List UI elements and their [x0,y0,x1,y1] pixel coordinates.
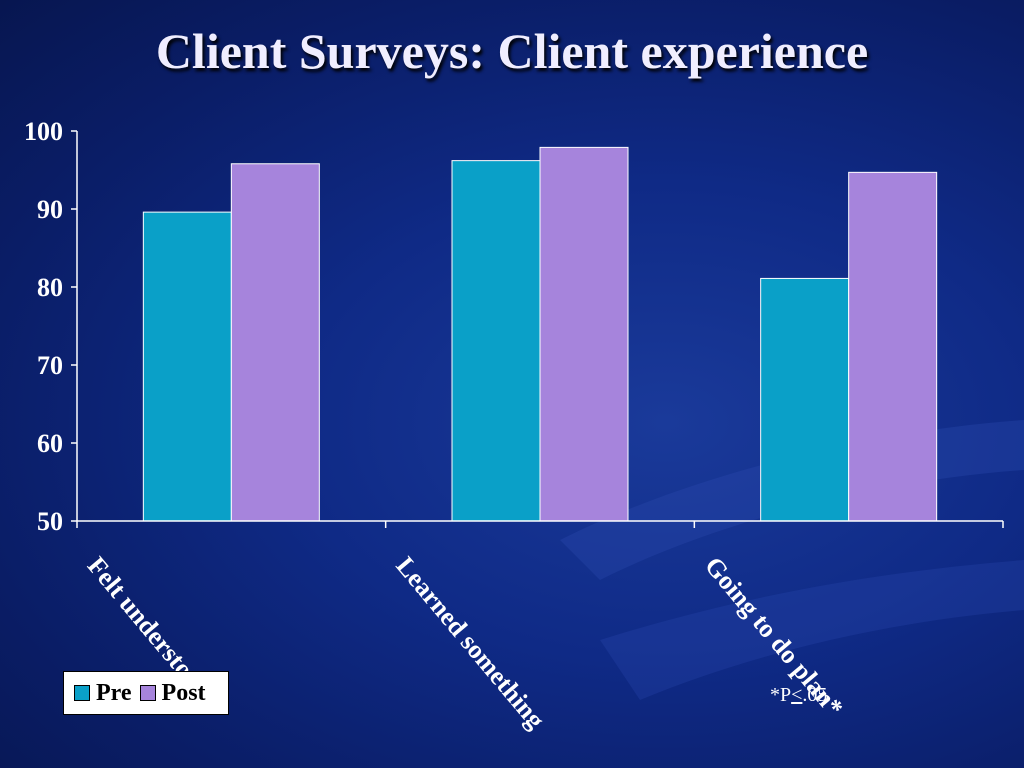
x-category-label: Learned something [390,551,550,734]
bar-post-0 [230,163,320,522]
legend-entry-pre: Pre [74,680,132,707]
legend-label-post: Post [161,679,206,706]
footnote-prefix: *P [770,684,792,706]
y-tick-label: 100 [24,117,63,146]
legend-label-pre: Pre [96,679,132,706]
legend-swatch-pre [74,685,90,701]
bar-pre-0 [142,211,232,522]
bar-post-1 [539,146,629,522]
slide-title: Client Surveys: Client experience [155,23,869,79]
bar-pre-2 [760,277,850,522]
y-tick-label: 60 [37,429,63,458]
bar-pre-1 [451,160,541,522]
chart-legend: Pre Post [63,671,229,715]
legend-swatch-post [139,685,156,701]
significance-footnote: *P<.05 [770,684,827,707]
y-tick-label: 70 [37,351,63,380]
bar-post-2 [848,171,938,522]
y-tick-label: 80 [37,273,63,302]
footnote-suffix: .05 [802,684,828,706]
footnote-symbol: < [791,684,803,706]
y-tick-label: 90 [37,195,63,224]
y-tick-label: 50 [37,507,63,536]
legend-entry-post: Post [139,679,206,707]
